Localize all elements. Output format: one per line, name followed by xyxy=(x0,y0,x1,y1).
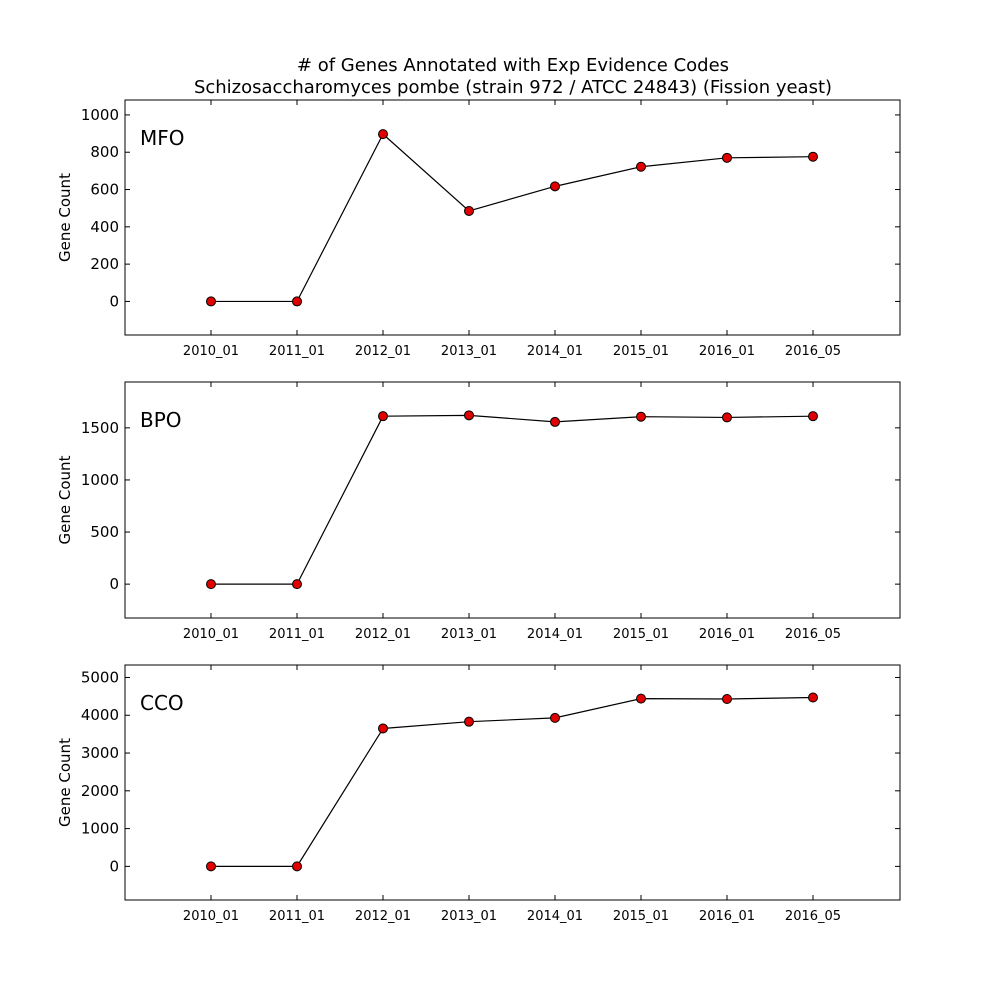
mfo-ytick-label: 800 xyxy=(90,143,119,161)
panels: 0 200 400 600 800 1000 2010_01 2011_01 2012_01 20… xyxy=(56,99,901,924)
mfo-data-point xyxy=(206,296,216,307)
cco-xtick-label: 2012_01 xyxy=(355,909,411,924)
cco-xtick-label: 2015_01 xyxy=(613,909,669,924)
cco-ytick-label: 0 xyxy=(109,857,119,875)
mfo-data-point xyxy=(808,151,818,162)
cco-xtick-label: 2013_01 xyxy=(441,909,497,924)
bpo-data-point xyxy=(378,411,388,422)
mfo-series-line xyxy=(211,133,814,303)
mfo-data-point xyxy=(378,129,388,140)
bpo-series-line xyxy=(211,414,814,585)
bpo-xtick-label: 2012_01 xyxy=(355,627,411,642)
mfo-xtick-label: 2014_01 xyxy=(527,344,583,359)
bpo-data-point xyxy=(464,410,474,421)
cco-panel: 0 1000 2000 3000 4000 5000 2010_01 2011_01 2012_… xyxy=(56,664,901,924)
cco-data-point xyxy=(206,861,216,872)
cco-data-point xyxy=(550,712,560,723)
mfo-xtick-label: 2012_01 xyxy=(355,344,411,359)
mfo-ylabel: Gene Count xyxy=(56,173,74,262)
cco-xtick-label: 2016_05 xyxy=(785,909,841,924)
mfo-data-point xyxy=(292,296,302,307)
bpo-ytick-label: 0 xyxy=(109,575,119,593)
cco-xtick-label: 2011_01 xyxy=(269,909,325,924)
bpo-xtick-label: 2011_01 xyxy=(269,627,325,642)
cco-data-point xyxy=(722,694,732,705)
bpo-ytick-label: 500 xyxy=(90,523,119,541)
cco-ytick-label: 2000 xyxy=(81,782,119,800)
chart-title-line-2: Schizosaccharomyces pombe (strain 972 / … xyxy=(194,77,832,98)
mfo-axes-frame xyxy=(124,99,901,336)
bpo-xtick-label: 2013_01 xyxy=(441,627,497,642)
mfo-ytick-label: 400 xyxy=(90,218,119,236)
bpo-xtick-label: 2010_01 xyxy=(183,627,239,642)
mfo-ytick-label: 1000 xyxy=(81,106,119,124)
cco-ytick-label: 5000 xyxy=(81,668,119,686)
bpo-data-point xyxy=(206,579,216,590)
cco-data-point xyxy=(292,861,302,872)
mfo-data-point xyxy=(464,205,474,216)
bpo-ylabel: Gene Count xyxy=(56,455,74,544)
mfo-xtick-label: 2016_01 xyxy=(699,344,755,359)
cco-ytick-label: 3000 xyxy=(81,744,119,762)
cco-xtick-label: 2014_01 xyxy=(527,909,583,924)
mfo-data-point xyxy=(722,152,732,163)
bpo-ytick-label: 1500 xyxy=(81,419,119,437)
cco-data-point xyxy=(808,692,818,703)
cco-data-point xyxy=(464,716,474,727)
cco-ytick-label: 1000 xyxy=(81,820,119,838)
cco-ytick-label: 4000 xyxy=(81,706,119,724)
bpo-data-point xyxy=(722,412,732,423)
bpo-axes-frame xyxy=(124,381,901,619)
cco-axes-frame xyxy=(124,664,901,901)
mfo-xtick-label: 2016_05 xyxy=(785,344,841,359)
mfo-panel-label: MFO xyxy=(140,126,185,150)
bpo-xtick-label: 2016_01 xyxy=(699,627,755,642)
bpo-xtick-label: 2016_05 xyxy=(785,627,841,642)
bpo-data-point xyxy=(636,411,646,422)
mfo-ytick-label: 0 xyxy=(109,292,119,310)
cco-ylabel: Gene Count xyxy=(56,738,74,827)
chart-title-line-1: # of Genes Annotated with Exp Evidence C… xyxy=(297,55,729,76)
cco-data-point xyxy=(378,723,388,734)
cco-xtick-label: 2016_01 xyxy=(699,909,755,924)
bpo-ytick-label: 1000 xyxy=(81,471,119,489)
cco-series-line xyxy=(211,696,814,867)
cco-xtick-label: 2010_01 xyxy=(183,909,239,924)
bpo-data-point xyxy=(808,411,818,422)
mfo-ytick-label: 600 xyxy=(90,181,119,199)
mfo-xtick-label: 2013_01 xyxy=(441,344,497,359)
cco-data-point xyxy=(636,693,646,704)
mfo-data-point xyxy=(636,161,646,172)
bpo-data-point xyxy=(550,416,560,427)
mfo-data-point xyxy=(550,181,560,192)
bpo-panel-label: BPO xyxy=(140,408,182,432)
bpo-panel: 0 500 1000 1500 2010_01 2011_01 2012_01 2013_01… xyxy=(56,381,901,642)
bpo-data-point xyxy=(292,579,302,590)
mfo-xtick-label: 2010_01 xyxy=(183,344,239,359)
cco-panel-label: CCO xyxy=(140,691,184,715)
bpo-xtick-label: 2014_01 xyxy=(527,627,583,642)
mfo-ytick-label: 200 xyxy=(90,255,119,273)
mfo-xtick-label: 2015_01 xyxy=(613,344,669,359)
mfo-panel: 0 200 400 600 800 1000 2010_01 2011_01 2012_01 20… xyxy=(56,99,901,359)
mfo-xtick-label: 2011_01 xyxy=(269,344,325,359)
bpo-xtick-label: 2015_01 xyxy=(613,627,669,642)
